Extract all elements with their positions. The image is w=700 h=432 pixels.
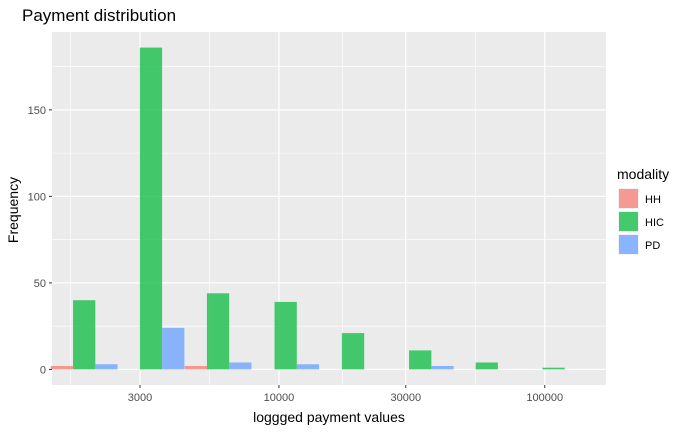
bar-pd-0 xyxy=(95,364,118,370)
bar-pd-5 xyxy=(431,365,454,370)
legend-label-hh: HH xyxy=(645,194,661,206)
bar-hh-2 xyxy=(184,365,207,370)
x-tick-label: 30000 xyxy=(390,392,421,404)
bar-hic-2 xyxy=(206,293,230,370)
x-tick-label: 3000 xyxy=(128,392,152,404)
bar-hh-0 xyxy=(50,365,74,370)
bar-hic-7 xyxy=(542,367,565,370)
chart-title: Payment distribution xyxy=(22,6,176,25)
y-axis: 0 50 100 150 xyxy=(28,105,52,376)
legend-title: modality xyxy=(617,166,669,182)
bar-hic-1 xyxy=(139,47,163,370)
legend: modality HH HIC PD xyxy=(617,166,669,255)
plot-panel xyxy=(52,32,606,385)
bar-hic-4 xyxy=(341,333,365,370)
bar-hic-5 xyxy=(409,350,432,370)
bar-hic-0 xyxy=(73,300,96,370)
y-tick-label: 100 xyxy=(28,191,46,203)
y-axis-title: Frequency xyxy=(5,177,21,243)
legend-swatch-hh xyxy=(619,189,638,208)
y-tick-label: 0 xyxy=(40,364,46,376)
x-tick-label: 10000 xyxy=(264,392,295,404)
legend-swatch-hic xyxy=(619,212,638,231)
bar-hic-6 xyxy=(475,362,498,370)
bar-hic-3 xyxy=(274,301,297,370)
x-tick-label: 100000 xyxy=(526,392,563,404)
bar-pd-1 xyxy=(162,327,185,370)
legend-label-pd: PD xyxy=(645,240,660,252)
legend-swatch-pd xyxy=(619,235,638,254)
bar-pd-2 xyxy=(229,362,252,370)
x-axis: 3000 10000 30000 100000 xyxy=(128,385,563,404)
legend-label-hic: HIC xyxy=(645,217,664,229)
bar-pd-3 xyxy=(296,364,320,370)
y-tick-label: 50 xyxy=(34,278,46,290)
y-tick-label: 150 xyxy=(28,105,46,117)
x-axis-title: loggged payment values xyxy=(253,409,405,425)
bars xyxy=(50,47,565,370)
